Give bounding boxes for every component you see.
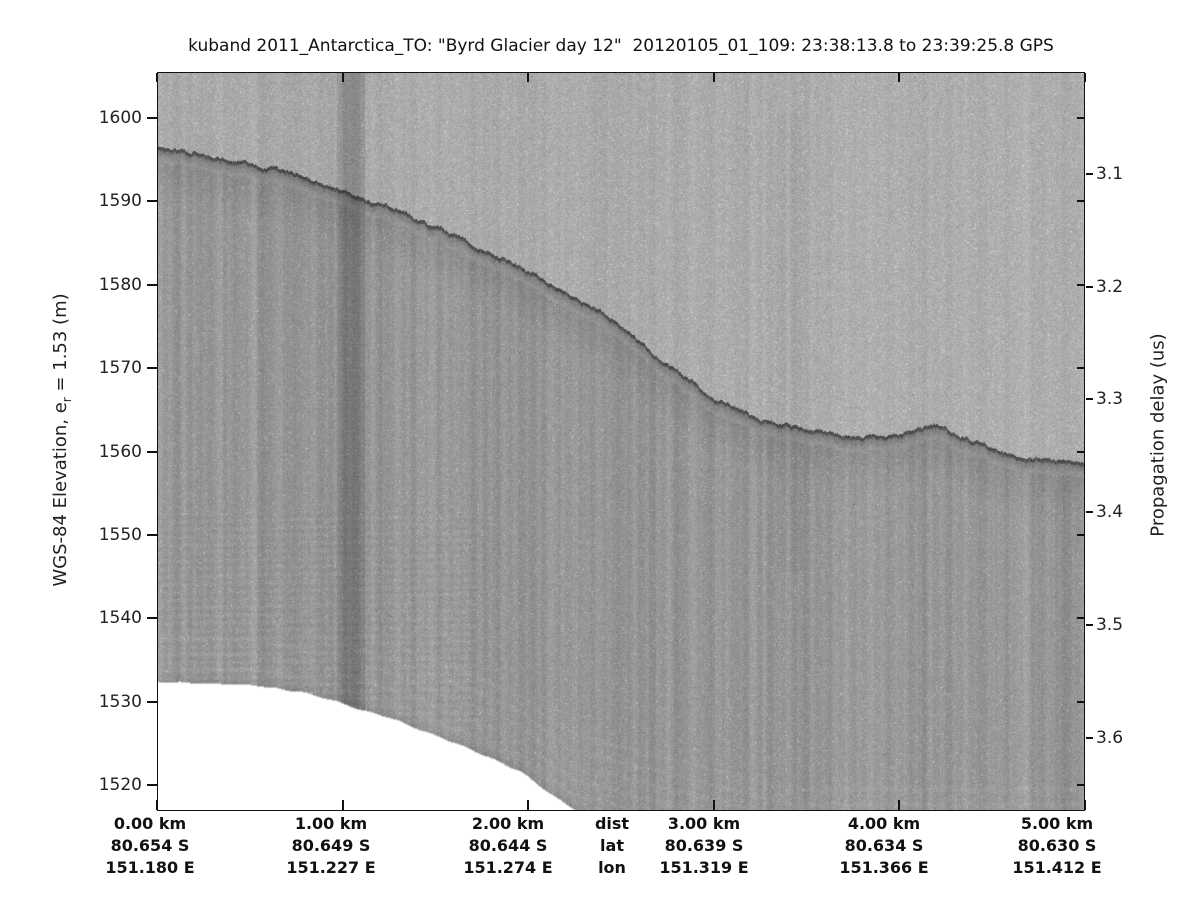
right-mirror-tick-mark <box>1077 700 1085 703</box>
left-axis-label-subscript: r <box>60 397 74 403</box>
bottom-lon-label: 151.366 E <box>839 858 929 877</box>
left-tick-mark <box>147 784 157 787</box>
elevation-tick-label: 1520 <box>98 775 142 796</box>
delay-tick-mark <box>1086 173 1093 175</box>
elevation-tick-label: 1590 <box>98 191 142 212</box>
bottom-lat-label: 80.644 S <box>468 836 548 855</box>
bottom-lon-label: 151.412 E <box>1012 858 1102 877</box>
right-mirror-tick-mark <box>1077 534 1085 536</box>
radar-echogram-canvas <box>157 72 1085 811</box>
left-axis-label-text: WGS-84 Elevation, e <box>50 402 71 587</box>
left-tick-mark <box>147 283 157 286</box>
elevation-tick-label: 1540 <box>98 608 142 629</box>
left-tick-mark <box>147 534 157 536</box>
right-mirror-tick-mark <box>1077 784 1085 787</box>
delay-tick-mark <box>1086 623 1093 626</box>
bottom-lat-label: 80.630 S <box>1017 836 1097 855</box>
bottom-dist-label: 1.00 km <box>294 814 368 833</box>
delay-tick-mark <box>1086 398 1093 401</box>
right-mirror-tick-mark <box>1077 617 1085 620</box>
plot-area <box>157 72 1085 811</box>
right-mirror-tick-mark <box>1077 117 1085 119</box>
bottom-lon-label: 151.274 E <box>463 858 553 877</box>
bottom-lat-label: 80.649 S <box>291 836 371 855</box>
right-mirror-tick-mark <box>1077 450 1085 453</box>
elevation-tick-label: 1600 <box>98 108 142 128</box>
elevation-tick-label: 1560 <box>98 441 142 462</box>
elevation-tick-label: 1550 <box>98 525 142 545</box>
left-tick-mark <box>147 367 157 370</box>
top-tick-mark <box>898 73 901 82</box>
bottom-dist-label: 2.00 km <box>471 814 545 833</box>
top-tick-mark <box>1084 73 1086 82</box>
bottom-tick-mark <box>712 800 715 810</box>
delay-tick-label: 3.1 <box>1096 164 1124 184</box>
delay-tick-label: 3.6 <box>1096 727 1124 748</box>
bottom-lat-label: 80.639 S <box>664 836 744 855</box>
bottom-tick-mark <box>156 800 158 810</box>
right-mirror-tick-mark <box>1077 283 1085 286</box>
bottom-lon-label: 151.227 E <box>286 858 376 877</box>
delay-tick-mark <box>1086 511 1093 514</box>
left-tick-mark <box>147 617 157 620</box>
bottom-tick-mark <box>898 800 901 810</box>
left-tick-mark <box>147 450 157 453</box>
bottom-lon-label: 151.319 E <box>659 858 749 877</box>
bottom-row-header-dist: dist <box>594 814 630 833</box>
right-mirror-tick-mark <box>1077 367 1085 370</box>
top-tick-mark <box>341 73 344 82</box>
top-tick-mark <box>156 73 158 82</box>
elevation-tick-label: 1530 <box>98 691 142 712</box>
bottom-tick-mark <box>527 800 530 810</box>
figure-title: kuband 2011_Antarctica_TO: "Byrd Glacier… <box>188 36 1054 56</box>
top-tick-mark <box>527 73 530 82</box>
bottom-lat-label: 80.634 S <box>844 836 924 855</box>
elevation-tick-label: 1570 <box>98 358 142 379</box>
delay-tick-mark <box>1086 736 1093 739</box>
bottom-dist-label: 4.00 km <box>847 814 921 833</box>
delay-tick-mark <box>1086 285 1093 288</box>
bottom-row-header-lat: lat <box>600 836 624 855</box>
bottom-tick-mark <box>1084 800 1086 810</box>
left-tick-mark <box>147 700 157 703</box>
bottom-row-header-lon: lon <box>598 858 626 877</box>
bottom-dist-label: 3.00 km <box>667 814 741 833</box>
top-tick-mark <box>712 73 715 82</box>
bottom-tick-mark <box>341 800 344 810</box>
left-axis-label: WGS-84 Elevation, er = 1.53 (m) <box>50 293 74 586</box>
delay-tick-label: 3.5 <box>1096 614 1124 635</box>
bottom-lat-label: 80.654 S <box>110 836 190 855</box>
bottom-dist-label: 5.00 km <box>1020 814 1094 833</box>
right-mirror-tick-mark <box>1077 200 1085 203</box>
bottom-dist-label: 0.00 km <box>113 814 187 833</box>
left-tick-mark <box>147 200 157 203</box>
left-axis-label-units: = 1.53 (m) <box>50 293 71 398</box>
delay-tick-label: 3.4 <box>1096 502 1124 523</box>
left-tick-mark <box>147 117 157 119</box>
delay-tick-label: 3.3 <box>1096 389 1124 410</box>
bottom-lon-label: 151.180 E <box>105 858 195 877</box>
delay-tick-label: 3.2 <box>1096 276 1124 297</box>
elevation-tick-label: 1580 <box>98 274 142 295</box>
